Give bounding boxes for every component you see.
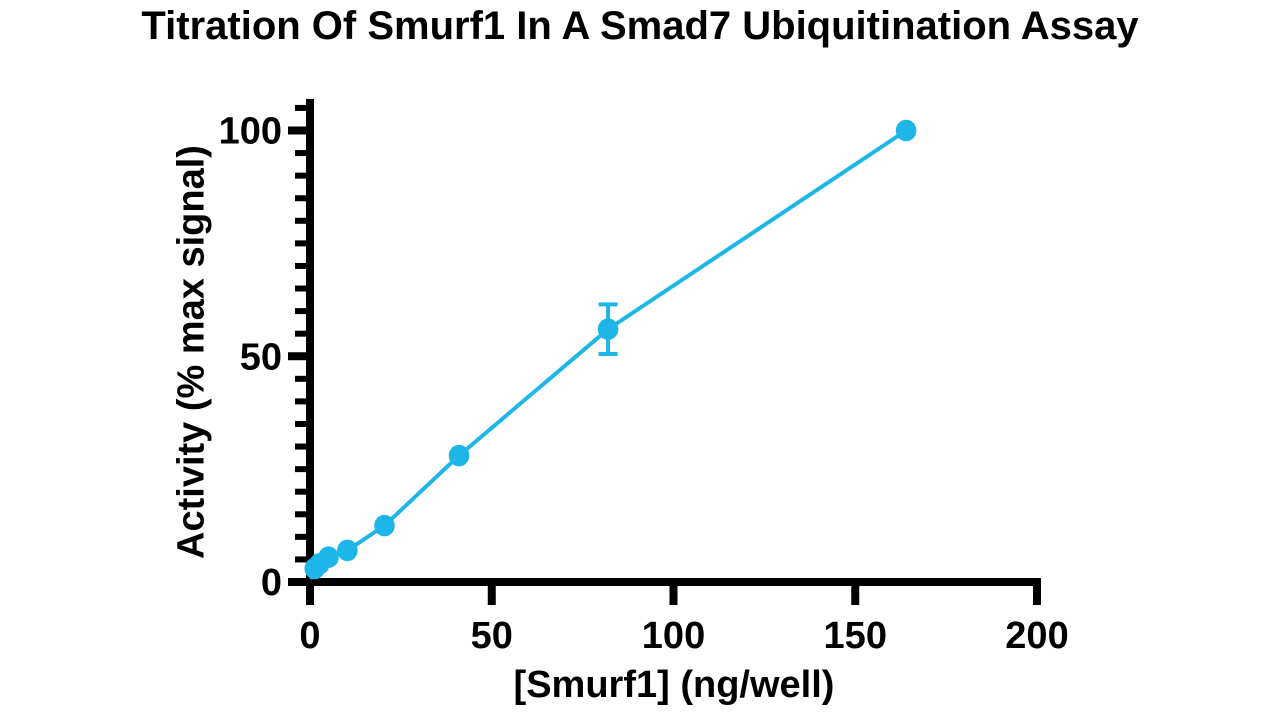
y-axis-minor-tick xyxy=(295,240,306,247)
x-axis-tick xyxy=(306,586,314,605)
y-axis-minor-tick xyxy=(295,398,306,405)
y-axis-tick-label: 100 xyxy=(219,111,282,153)
y-axis-minor-tick xyxy=(295,262,306,269)
y-axis-minor-tick xyxy=(295,104,306,111)
y-axis-minor-tick xyxy=(295,285,306,292)
data-point-marker xyxy=(337,539,358,562)
y-axis-minor-tick xyxy=(295,556,306,563)
y-axis-minor-tick xyxy=(295,150,306,157)
y-axis-major-tick xyxy=(288,126,306,135)
y-axis-minor-tick xyxy=(295,466,306,473)
y-axis-minor-tick xyxy=(295,443,306,450)
y-axis-minor-tick xyxy=(295,217,306,224)
y-axis-tick-label: 0 xyxy=(261,562,282,604)
y-axis-minor-tick xyxy=(295,172,306,179)
y-axis-major-tick xyxy=(288,352,306,361)
data-point-marker xyxy=(895,119,917,142)
x-axis-title: [Smurf1] (ng/well) xyxy=(513,664,835,706)
y-axis-minor-tick xyxy=(295,330,306,337)
y-axis-minor-tick xyxy=(295,488,306,495)
y-axis-spine xyxy=(306,98,314,587)
data-point-marker xyxy=(597,318,619,341)
y-axis-minor-tick xyxy=(295,195,306,202)
x-axis-tick-label: 100 xyxy=(642,615,705,657)
x-axis-tick-label: 50 xyxy=(471,615,513,657)
y-axis-major-tick xyxy=(288,578,306,586)
x-axis-tick-label: 150 xyxy=(824,615,887,657)
y-axis-minor-tick xyxy=(295,511,306,518)
x-axis-tick xyxy=(1033,586,1041,605)
x-axis-tick-label: 0 xyxy=(299,615,320,657)
data-point-marker xyxy=(374,514,395,537)
y-axis-minor-tick xyxy=(295,375,306,382)
x-axis-tick xyxy=(669,586,678,605)
y-axis-minor-tick xyxy=(295,533,306,540)
y-axis-minor-tick xyxy=(295,420,306,427)
chart-title: Titration Of Smurf1 In A Smad7 Ubiquitin… xyxy=(141,4,1139,48)
data-point-marker xyxy=(318,546,339,568)
y-axis-minor-tick xyxy=(295,308,306,315)
x-axis-tick xyxy=(487,586,496,605)
x-axis-tick xyxy=(851,586,860,605)
y-axis-tick-label: 50 xyxy=(240,336,282,378)
y-axis-title: Activity (% max signal) xyxy=(170,145,213,559)
data-point-marker xyxy=(448,444,470,467)
x-axis-tick-label: 200 xyxy=(1005,615,1068,657)
x-axis-spine xyxy=(298,578,1041,586)
